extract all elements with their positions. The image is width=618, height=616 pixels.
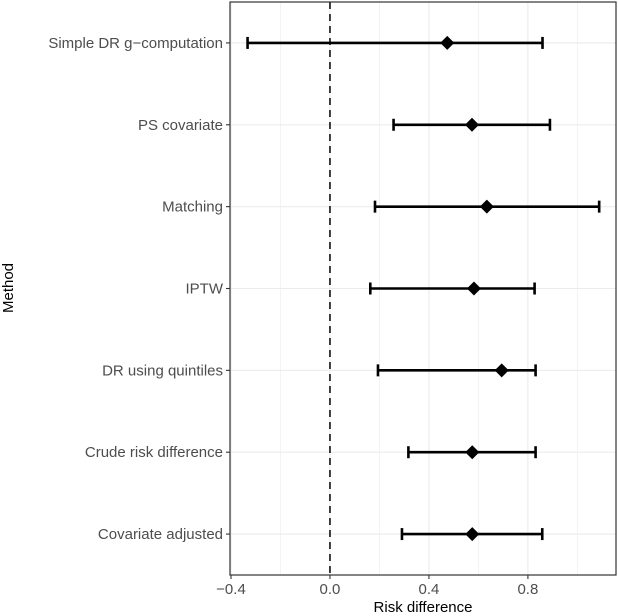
x-tick-label: 0.8 xyxy=(517,581,538,598)
y-tick-label: Simple DR g−computation xyxy=(48,35,223,52)
x-tick-label: 0.0 xyxy=(320,581,341,598)
y-tick-label: IPTW xyxy=(186,281,224,298)
point-estimate-diamond xyxy=(465,445,480,460)
y-axis: Simple DR g−computation PS covariate Match… xyxy=(48,35,230,543)
x-tick-label: −0.4 xyxy=(216,581,246,598)
y-tick-label: Covariate adjusted xyxy=(98,526,223,543)
point-estimate-diamond xyxy=(466,281,481,296)
y-tick-label: PS covariate xyxy=(138,117,223,134)
y-tick-label: Crude risk difference xyxy=(85,444,223,461)
y-axis-title: Method xyxy=(0,263,17,313)
point-estimate-diamond xyxy=(494,363,509,378)
point-estimate-diamond xyxy=(464,117,479,132)
point-estimate-diamond xyxy=(479,199,494,214)
marks xyxy=(246,35,601,542)
x-tick-label: 0.4 xyxy=(419,581,440,598)
x-axis-title: Risk difference xyxy=(374,599,473,616)
x-axis: −0.4 0.0 0.4 0.8 xyxy=(216,575,538,598)
y-tick-label: DR using quintiles xyxy=(102,362,223,379)
point-estimate-diamond xyxy=(440,35,455,50)
y-tick-label: Matching xyxy=(162,199,223,216)
point-estimate-diamond xyxy=(465,527,480,542)
